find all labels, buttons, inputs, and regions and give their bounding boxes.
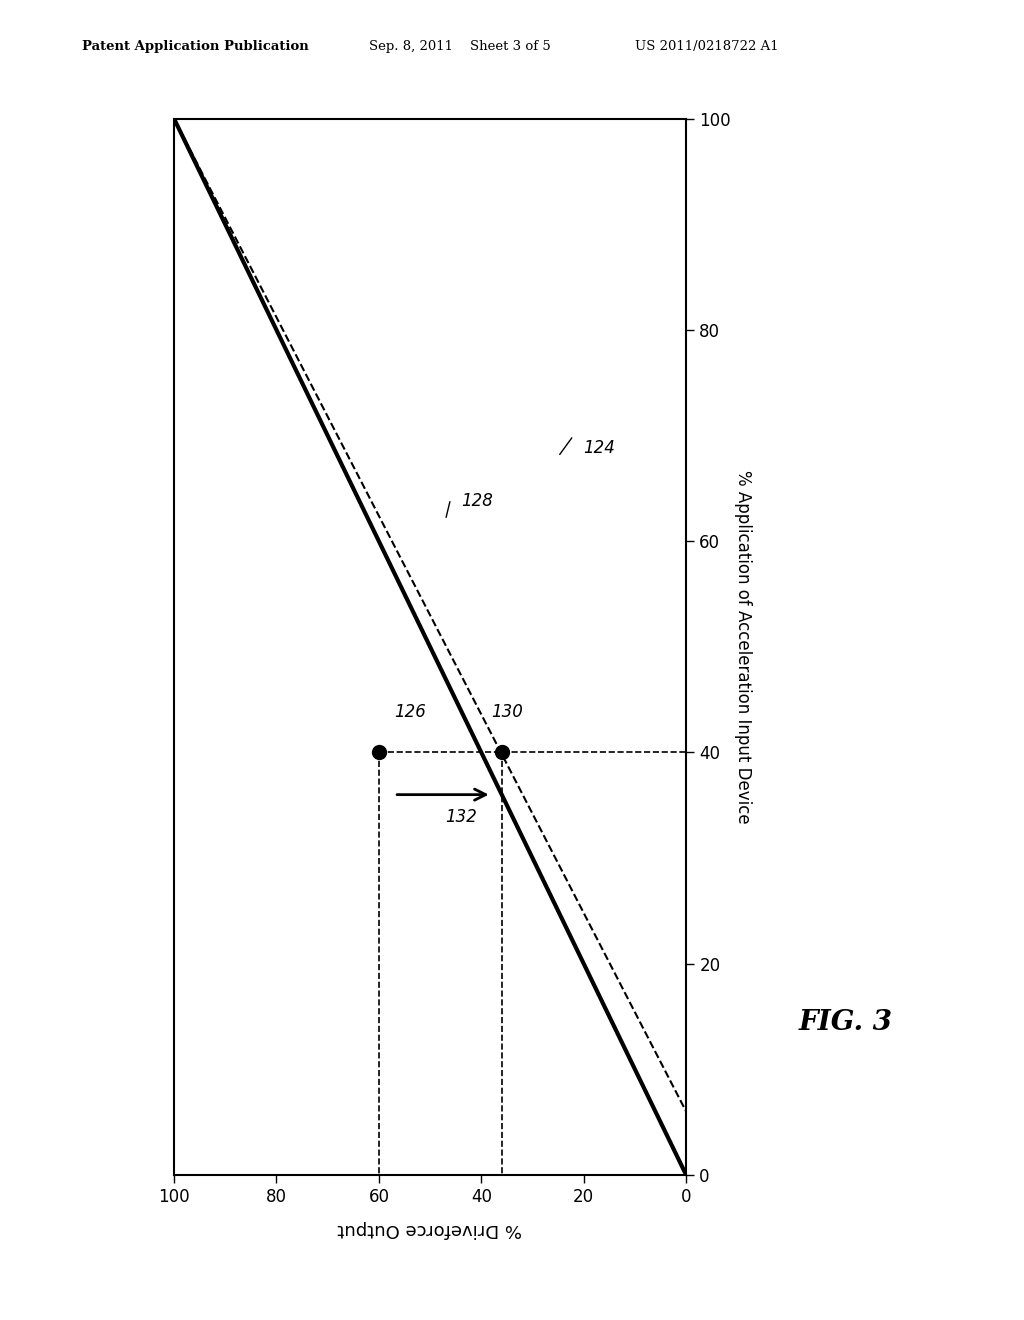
Text: 124: 124 bbox=[584, 438, 615, 457]
Text: US 2011/0218722 A1: US 2011/0218722 A1 bbox=[635, 40, 778, 53]
Text: Patent Application Publication: Patent Application Publication bbox=[82, 40, 308, 53]
X-axis label: % Driveforce Output: % Driveforce Output bbox=[338, 1220, 522, 1238]
Text: 126: 126 bbox=[394, 702, 426, 721]
Text: 132: 132 bbox=[445, 808, 477, 826]
Text: 130: 130 bbox=[492, 702, 523, 721]
Text: FIG. 3: FIG. 3 bbox=[799, 1008, 893, 1036]
Text: Sep. 8, 2011    Sheet 3 of 5: Sep. 8, 2011 Sheet 3 of 5 bbox=[369, 40, 550, 53]
Y-axis label: % Application of Acceleration Input Device: % Application of Acceleration Input Devi… bbox=[734, 470, 752, 824]
Text: 128: 128 bbox=[461, 491, 493, 510]
